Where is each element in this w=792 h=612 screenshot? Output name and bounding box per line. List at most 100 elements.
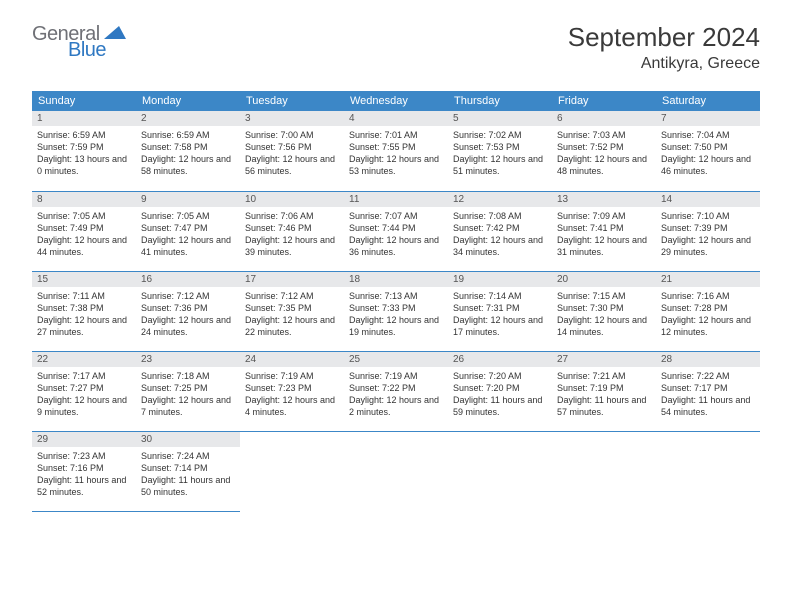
day-details: Sunrise: 7:13 AMSunset: 7:33 PMDaylight:… [344,287,448,344]
daylight-line: Daylight: 12 hours and 53 minutes. [349,153,443,177]
calendar-day-cell: 26Sunrise: 7:20 AMSunset: 7:20 PMDayligh… [448,351,552,431]
sunrise-line: Sunrise: 7:24 AM [141,450,235,462]
sunset-line: Sunset: 7:14 PM [141,462,235,474]
calendar-day-cell: 10Sunrise: 7:06 AMSunset: 7:46 PMDayligh… [240,191,344,271]
calendar-page: General Blue September 2024 Antikyra, Gr… [0,0,792,534]
day-details: Sunrise: 6:59 AMSunset: 7:58 PMDaylight:… [136,126,240,183]
day-details: Sunrise: 7:00 AMSunset: 7:56 PMDaylight:… [240,126,344,183]
logo-text: General Blue [32,22,126,60]
day-details: Sunrise: 7:11 AMSunset: 7:38 PMDaylight:… [32,287,136,344]
day-details: Sunrise: 7:17 AMSunset: 7:27 PMDaylight:… [32,367,136,424]
day-details: Sunrise: 7:07 AMSunset: 7:44 PMDaylight:… [344,207,448,264]
sunrise-line: Sunrise: 7:07 AM [349,210,443,222]
day-number: 12 [448,192,552,207]
sunset-line: Sunset: 7:16 PM [37,462,131,474]
daylight-line: Daylight: 11 hours and 52 minutes. [37,474,131,498]
day-details: Sunrise: 7:05 AMSunset: 7:49 PMDaylight:… [32,207,136,264]
day-number: 27 [552,352,656,367]
day-details: Sunrise: 7:08 AMSunset: 7:42 PMDaylight:… [448,207,552,264]
sunset-line: Sunset: 7:35 PM [245,302,339,314]
day-details: Sunrise: 7:04 AMSunset: 7:50 PMDaylight:… [656,126,760,183]
month-title: September 2024 [568,22,760,53]
daylight-line: Daylight: 12 hours and 31 minutes. [557,234,651,258]
daylight-line: Daylight: 12 hours and 4 minutes. [245,394,339,418]
sunset-line: Sunset: 7:33 PM [349,302,443,314]
day-details: Sunrise: 7:24 AMSunset: 7:14 PMDaylight:… [136,447,240,504]
calendar-day-cell: 18Sunrise: 7:13 AMSunset: 7:33 PMDayligh… [344,271,448,351]
sunset-line: Sunset: 7:42 PM [453,222,547,234]
sunrise-line: Sunrise: 7:11 AM [37,290,131,302]
day-details: Sunrise: 7:05 AMSunset: 7:47 PMDaylight:… [136,207,240,264]
sunrise-line: Sunrise: 7:03 AM [557,129,651,141]
day-number: 8 [32,192,136,207]
day-details: Sunrise: 7:18 AMSunset: 7:25 PMDaylight:… [136,367,240,424]
calendar-day-cell: 5Sunrise: 7:02 AMSunset: 7:53 PMDaylight… [448,111,552,191]
day-number: 4 [344,111,448,126]
daylight-line: Daylight: 12 hours and 39 minutes. [245,234,339,258]
daylight-line: Daylight: 12 hours and 48 minutes. [557,153,651,177]
sunrise-line: Sunrise: 7:19 AM [245,370,339,382]
daylight-line: Daylight: 12 hours and 12 minutes. [661,314,755,338]
sunset-line: Sunset: 7:44 PM [349,222,443,234]
calendar-day-cell: .. [552,431,656,511]
day-header: Friday [552,91,656,111]
daylight-line: Daylight: 12 hours and 58 minutes. [141,153,235,177]
location: Antikyra, Greece [568,55,760,73]
sunset-line: Sunset: 7:17 PM [661,382,755,394]
sunset-line: Sunset: 7:53 PM [453,141,547,153]
day-number: 5 [448,111,552,126]
sunrise-line: Sunrise: 7:09 AM [557,210,651,222]
calendar-week-row: 15Sunrise: 7:11 AMSunset: 7:38 PMDayligh… [32,271,760,351]
daylight-line: Daylight: 12 hours and 46 minutes. [661,153,755,177]
calendar-day-cell: 28Sunrise: 7:22 AMSunset: 7:17 PMDayligh… [656,351,760,431]
sunset-line: Sunset: 7:28 PM [661,302,755,314]
day-number: 18 [344,272,448,287]
calendar-day-cell: 20Sunrise: 7:15 AMSunset: 7:30 PMDayligh… [552,271,656,351]
title-block: September 2024 Antikyra, Greece [568,22,760,73]
sunset-line: Sunset: 7:36 PM [141,302,235,314]
sunrise-line: Sunrise: 7:06 AM [245,210,339,222]
daylight-line: Daylight: 12 hours and 29 minutes. [661,234,755,258]
calendar-day-cell: 22Sunrise: 7:17 AMSunset: 7:27 PMDayligh… [32,351,136,431]
sunset-line: Sunset: 7:52 PM [557,141,651,153]
day-details: Sunrise: 7:22 AMSunset: 7:17 PMDaylight:… [656,367,760,424]
calendar-day-cell: .. [448,431,552,511]
calendar-day-cell: 17Sunrise: 7:12 AMSunset: 7:35 PMDayligh… [240,271,344,351]
sunrise-line: Sunrise: 7:00 AM [245,129,339,141]
day-details: Sunrise: 7:01 AMSunset: 7:55 PMDaylight:… [344,126,448,183]
day-number: 14 [656,192,760,207]
calendar-day-cell: 14Sunrise: 7:10 AMSunset: 7:39 PMDayligh… [656,191,760,271]
day-details: Sunrise: 7:19 AMSunset: 7:23 PMDaylight:… [240,367,344,424]
sunrise-line: Sunrise: 6:59 AM [37,129,131,141]
day-number: 16 [136,272,240,287]
day-header: Sunday [32,91,136,111]
sunrise-line: Sunrise: 7:12 AM [141,290,235,302]
day-number: 15 [32,272,136,287]
sunrise-line: Sunrise: 7:21 AM [557,370,651,382]
day-details: Sunrise: 7:16 AMSunset: 7:28 PMDaylight:… [656,287,760,344]
sunset-line: Sunset: 7:50 PM [661,141,755,153]
calendar-day-cell: 23Sunrise: 7:18 AMSunset: 7:25 PMDayligh… [136,351,240,431]
calendar-week-row: 1Sunrise: 6:59 AMSunset: 7:59 PMDaylight… [32,111,760,191]
calendar-day-cell: 8Sunrise: 7:05 AMSunset: 7:49 PMDaylight… [32,191,136,271]
logo-word-blue: Blue [68,40,126,60]
sunrise-line: Sunrise: 7:05 AM [37,210,131,222]
sunset-line: Sunset: 7:25 PM [141,382,235,394]
daylight-line: Daylight: 12 hours and 27 minutes. [37,314,131,338]
sunrise-line: Sunrise: 7:10 AM [661,210,755,222]
calendar-day-cell: .. [656,431,760,511]
sunrise-line: Sunrise: 7:02 AM [453,129,547,141]
day-details: Sunrise: 7:03 AMSunset: 7:52 PMDaylight:… [552,126,656,183]
calendar-week-row: 8Sunrise: 7:05 AMSunset: 7:49 PMDaylight… [32,191,760,271]
sunset-line: Sunset: 7:30 PM [557,302,651,314]
daylight-line: Daylight: 12 hours and 9 minutes. [37,394,131,418]
header: General Blue September 2024 Antikyra, Gr… [32,22,760,73]
day-details: Sunrise: 7:12 AMSunset: 7:36 PMDaylight:… [136,287,240,344]
day-number: 13 [552,192,656,207]
calendar-day-cell: 15Sunrise: 7:11 AMSunset: 7:38 PMDayligh… [32,271,136,351]
day-number: 17 [240,272,344,287]
sunrise-line: Sunrise: 6:59 AM [141,129,235,141]
day-number: 24 [240,352,344,367]
sunset-line: Sunset: 7:27 PM [37,382,131,394]
day-number: 11 [344,192,448,207]
